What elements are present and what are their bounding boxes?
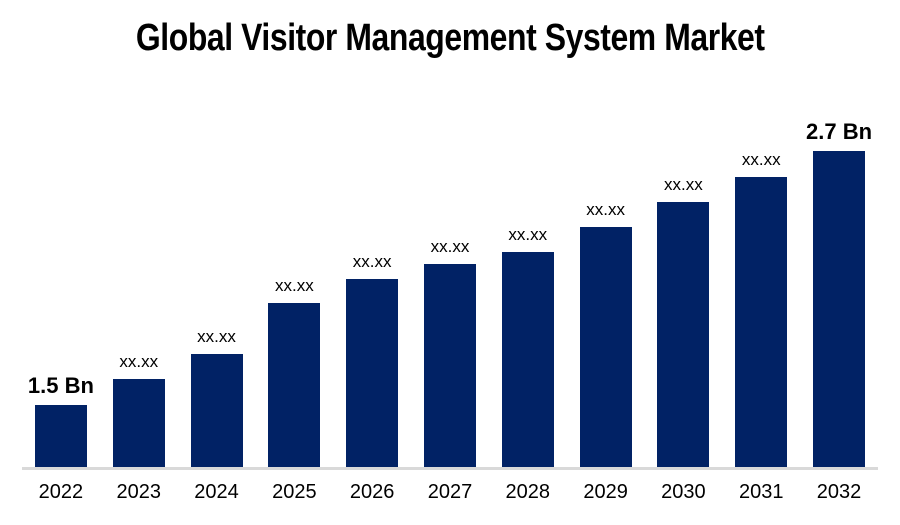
bar-2028 xyxy=(501,252,554,467)
bar-2024 xyxy=(190,354,243,467)
bar-value-label-2026: xx.xx xyxy=(352,252,392,271)
bar-column-2031: xx.xx xyxy=(722,151,800,467)
x-axis-label-2024: 2024 xyxy=(194,481,239,503)
x-axis-label-2032: 2032 xyxy=(816,481,862,503)
chart-title-text: Global Visitor Management System Market xyxy=(135,17,765,59)
bar-column-2032: 2.7 Bn xyxy=(800,120,878,467)
bar-column-2027: xx.xx xyxy=(411,238,489,467)
bar-column-2025: xx.xx xyxy=(255,277,333,467)
bar-value-label-2029: xx.xx xyxy=(586,200,625,219)
x-axis-label-2028: 2028 xyxy=(505,481,551,503)
bar-2022 xyxy=(34,405,87,467)
bar-value-label-2032: 2.7 Bn xyxy=(806,119,873,144)
bar-value-label-2030: xx.xx xyxy=(664,175,703,194)
bar-2027 xyxy=(423,264,476,467)
bar-value-label-2031: xx.xx xyxy=(741,150,781,169)
x-axis-label-2029: 2029 xyxy=(583,481,628,503)
x-axis-line xyxy=(22,467,878,470)
x-axis-label-2022: 2022 xyxy=(38,481,84,503)
bar-column-2024: xx.xx xyxy=(178,328,256,467)
bar-value-label-2027: xx.xx xyxy=(430,237,470,256)
bar-column-2023: xx.xx xyxy=(100,353,178,467)
bar-2026 xyxy=(346,279,399,467)
bar-value-label-2022: 1.5 Bn xyxy=(27,373,94,398)
bar-column-2026: xx.xx xyxy=(333,253,411,467)
x-axis-label-2023: 2023 xyxy=(116,481,161,503)
bar-column-2022: 1.5 Bn xyxy=(22,374,100,467)
bar-2031 xyxy=(735,177,788,467)
bar-column-2028: xx.xx xyxy=(489,226,567,467)
bar-value-label-2023: xx.xx xyxy=(119,352,159,371)
x-axis-label-2027: 2027 xyxy=(427,481,473,503)
bar-2023 xyxy=(112,379,165,467)
bar-2030 xyxy=(657,202,710,467)
plot-area: 1.5 Bn xx.xx xx.xx xx.xx xx.xx xx.xx xx.xx xx.x… xyxy=(22,0,878,467)
x-axis-label-2025: 2025 xyxy=(272,481,317,503)
chart-title: Global Visitor Management System Market xyxy=(0,18,900,58)
bar-2032 xyxy=(813,151,866,467)
x-axis-label-2026: 2026 xyxy=(349,481,395,503)
bar-value-label-2025: xx.xx xyxy=(274,276,314,295)
x-axis-label-2031: 2031 xyxy=(738,481,784,503)
bar-value-label-2028: xx.xx xyxy=(508,225,548,244)
bar-2029 xyxy=(579,227,632,467)
x-axis-label-2030: 2030 xyxy=(661,481,706,503)
bar-value-label-2024: xx.xx xyxy=(197,327,236,346)
bar-column-2030: xx.xx xyxy=(645,176,723,467)
bar-2025 xyxy=(268,303,321,467)
bar-column-2029: xx.xx xyxy=(567,201,645,467)
x-axis-labels: 2022 2023 2024 2025 2026 2027 2028 2029 2030 2031… xyxy=(22,480,878,504)
